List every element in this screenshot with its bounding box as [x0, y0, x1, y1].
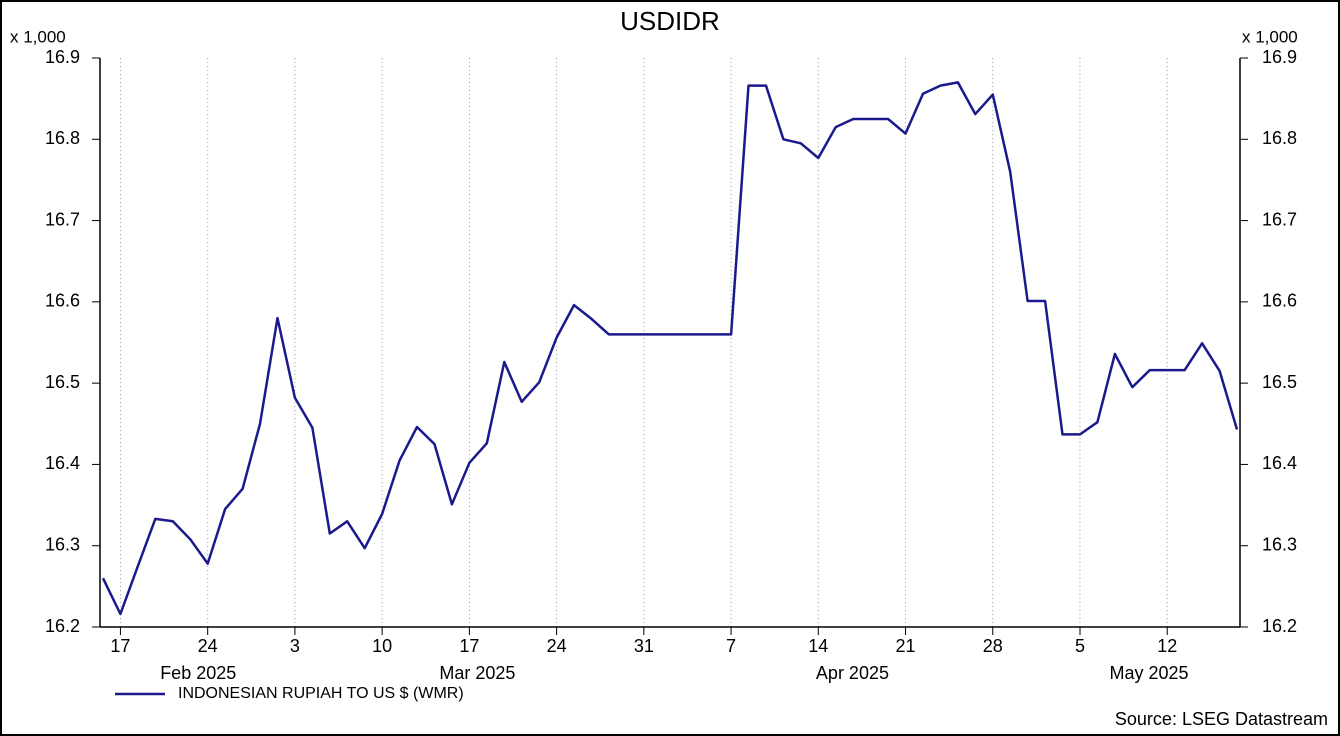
x-month-label: Mar 2025 [439, 663, 515, 683]
x-month-label: Feb 2025 [160, 663, 236, 683]
y-tick-label-right: 16.3 [1262, 534, 1297, 554]
x-tick-label: 14 [808, 636, 828, 656]
y-tick-label-left: 16.9 [45, 47, 80, 67]
y-tick-label-left: 16.4 [45, 453, 80, 473]
x-tick-label: 3 [290, 636, 300, 656]
data-line [101, 81, 1239, 616]
y-multiplier-right: x 1,000 [1242, 27, 1298, 46]
x-tick-label: 31 [634, 636, 654, 656]
x-tick-label: 10 [372, 636, 392, 656]
x-tick-label: 12 [1157, 636, 1177, 656]
x-month-label: May 2025 [1110, 663, 1189, 683]
legend-label: INDONESIAN RUPIAH TO US $ (WMR) [178, 685, 464, 702]
x-tick-label: 24 [547, 636, 567, 656]
y-tick-label-left: 16.6 [45, 291, 80, 311]
y-multiplier-left: x 1,000 [10, 27, 66, 46]
y-tick-label-left: 16.5 [45, 372, 80, 392]
x-month-label: Apr 2025 [816, 663, 889, 683]
y-tick-label-right: 16.7 [1262, 209, 1297, 229]
y-tick-label-left: 16.3 [45, 534, 80, 554]
source-note: Source: LSEG Datastream [1115, 709, 1328, 729]
y-tick-label-left: 16.8 [45, 128, 80, 148]
y-tick-label-left: 16.7 [45, 209, 80, 229]
x-tick-label: 28 [983, 636, 1003, 656]
y-tick-label-left: 16.2 [45, 616, 80, 636]
x-tick-label: 5 [1075, 636, 1085, 656]
x-tick-label: 17 [110, 636, 130, 656]
x-tick-label: 21 [896, 636, 916, 656]
x-tick-label: 7 [726, 636, 736, 656]
y-tick-label-right: 16.5 [1262, 372, 1297, 392]
chart-title: USDIDR [620, 6, 720, 36]
x-tick-label: 17 [459, 636, 479, 656]
y-tick-label-right: 16.9 [1262, 47, 1297, 67]
y-tick-label-right: 16.8 [1262, 128, 1297, 148]
y-tick-label-right: 16.6 [1262, 291, 1297, 311]
x-tick-label: 24 [198, 636, 218, 656]
y-tick-label-right: 16.2 [1262, 616, 1297, 636]
y-tick-label-right: 16.4 [1262, 453, 1297, 473]
